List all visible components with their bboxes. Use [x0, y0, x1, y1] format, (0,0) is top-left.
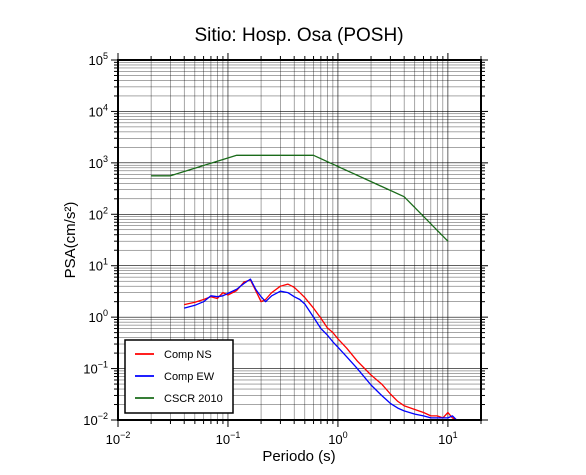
y-tick-label: 100 [89, 308, 108, 325]
series-lines [151, 154, 458, 421]
y-tick-label: 104 [89, 102, 108, 119]
series-line-cscr-2010 [151, 154, 449, 242]
x-tick-label: 100 [328, 430, 347, 447]
legend-label: CSCR 2010 [164, 393, 223, 405]
legend-label: Comp EW [164, 371, 215, 383]
series-line-comp-ew [184, 278, 458, 421]
y-tick-label: 101 [89, 257, 108, 274]
x-axis-title: Periodo (s) [262, 448, 335, 465]
y-tick-label: 102 [89, 205, 108, 222]
x-tick-label: 10−1 [216, 430, 241, 447]
chart-title: Sitio: Hosp. Osa (POSH) [194, 25, 403, 46]
y-axis-title: PSA(cm/s²) [62, 202, 79, 279]
grid-lines [117, 59, 482, 421]
plot-frame [117, 59, 482, 421]
y-tick-label: 103 [89, 154, 108, 171]
y-tick-label: 105 [89, 51, 108, 68]
axis-ticks [111, 53, 488, 427]
y-tick-label: 10−2 [83, 411, 108, 428]
legend: Comp NS Comp EW CSCR 2010 [124, 339, 234, 414]
x-tick-label: 10−2 [106, 430, 131, 447]
legend-label: Comp NS [164, 349, 212, 361]
series-line-comp-ns [184, 279, 457, 421]
tick-labels: 10−2 10−1 100 101 10−2 10−1 100 101 102 103 104 105 [83, 51, 457, 447]
x-tick-label: 101 [438, 430, 457, 447]
y-tick-label: 10−1 [83, 360, 108, 377]
